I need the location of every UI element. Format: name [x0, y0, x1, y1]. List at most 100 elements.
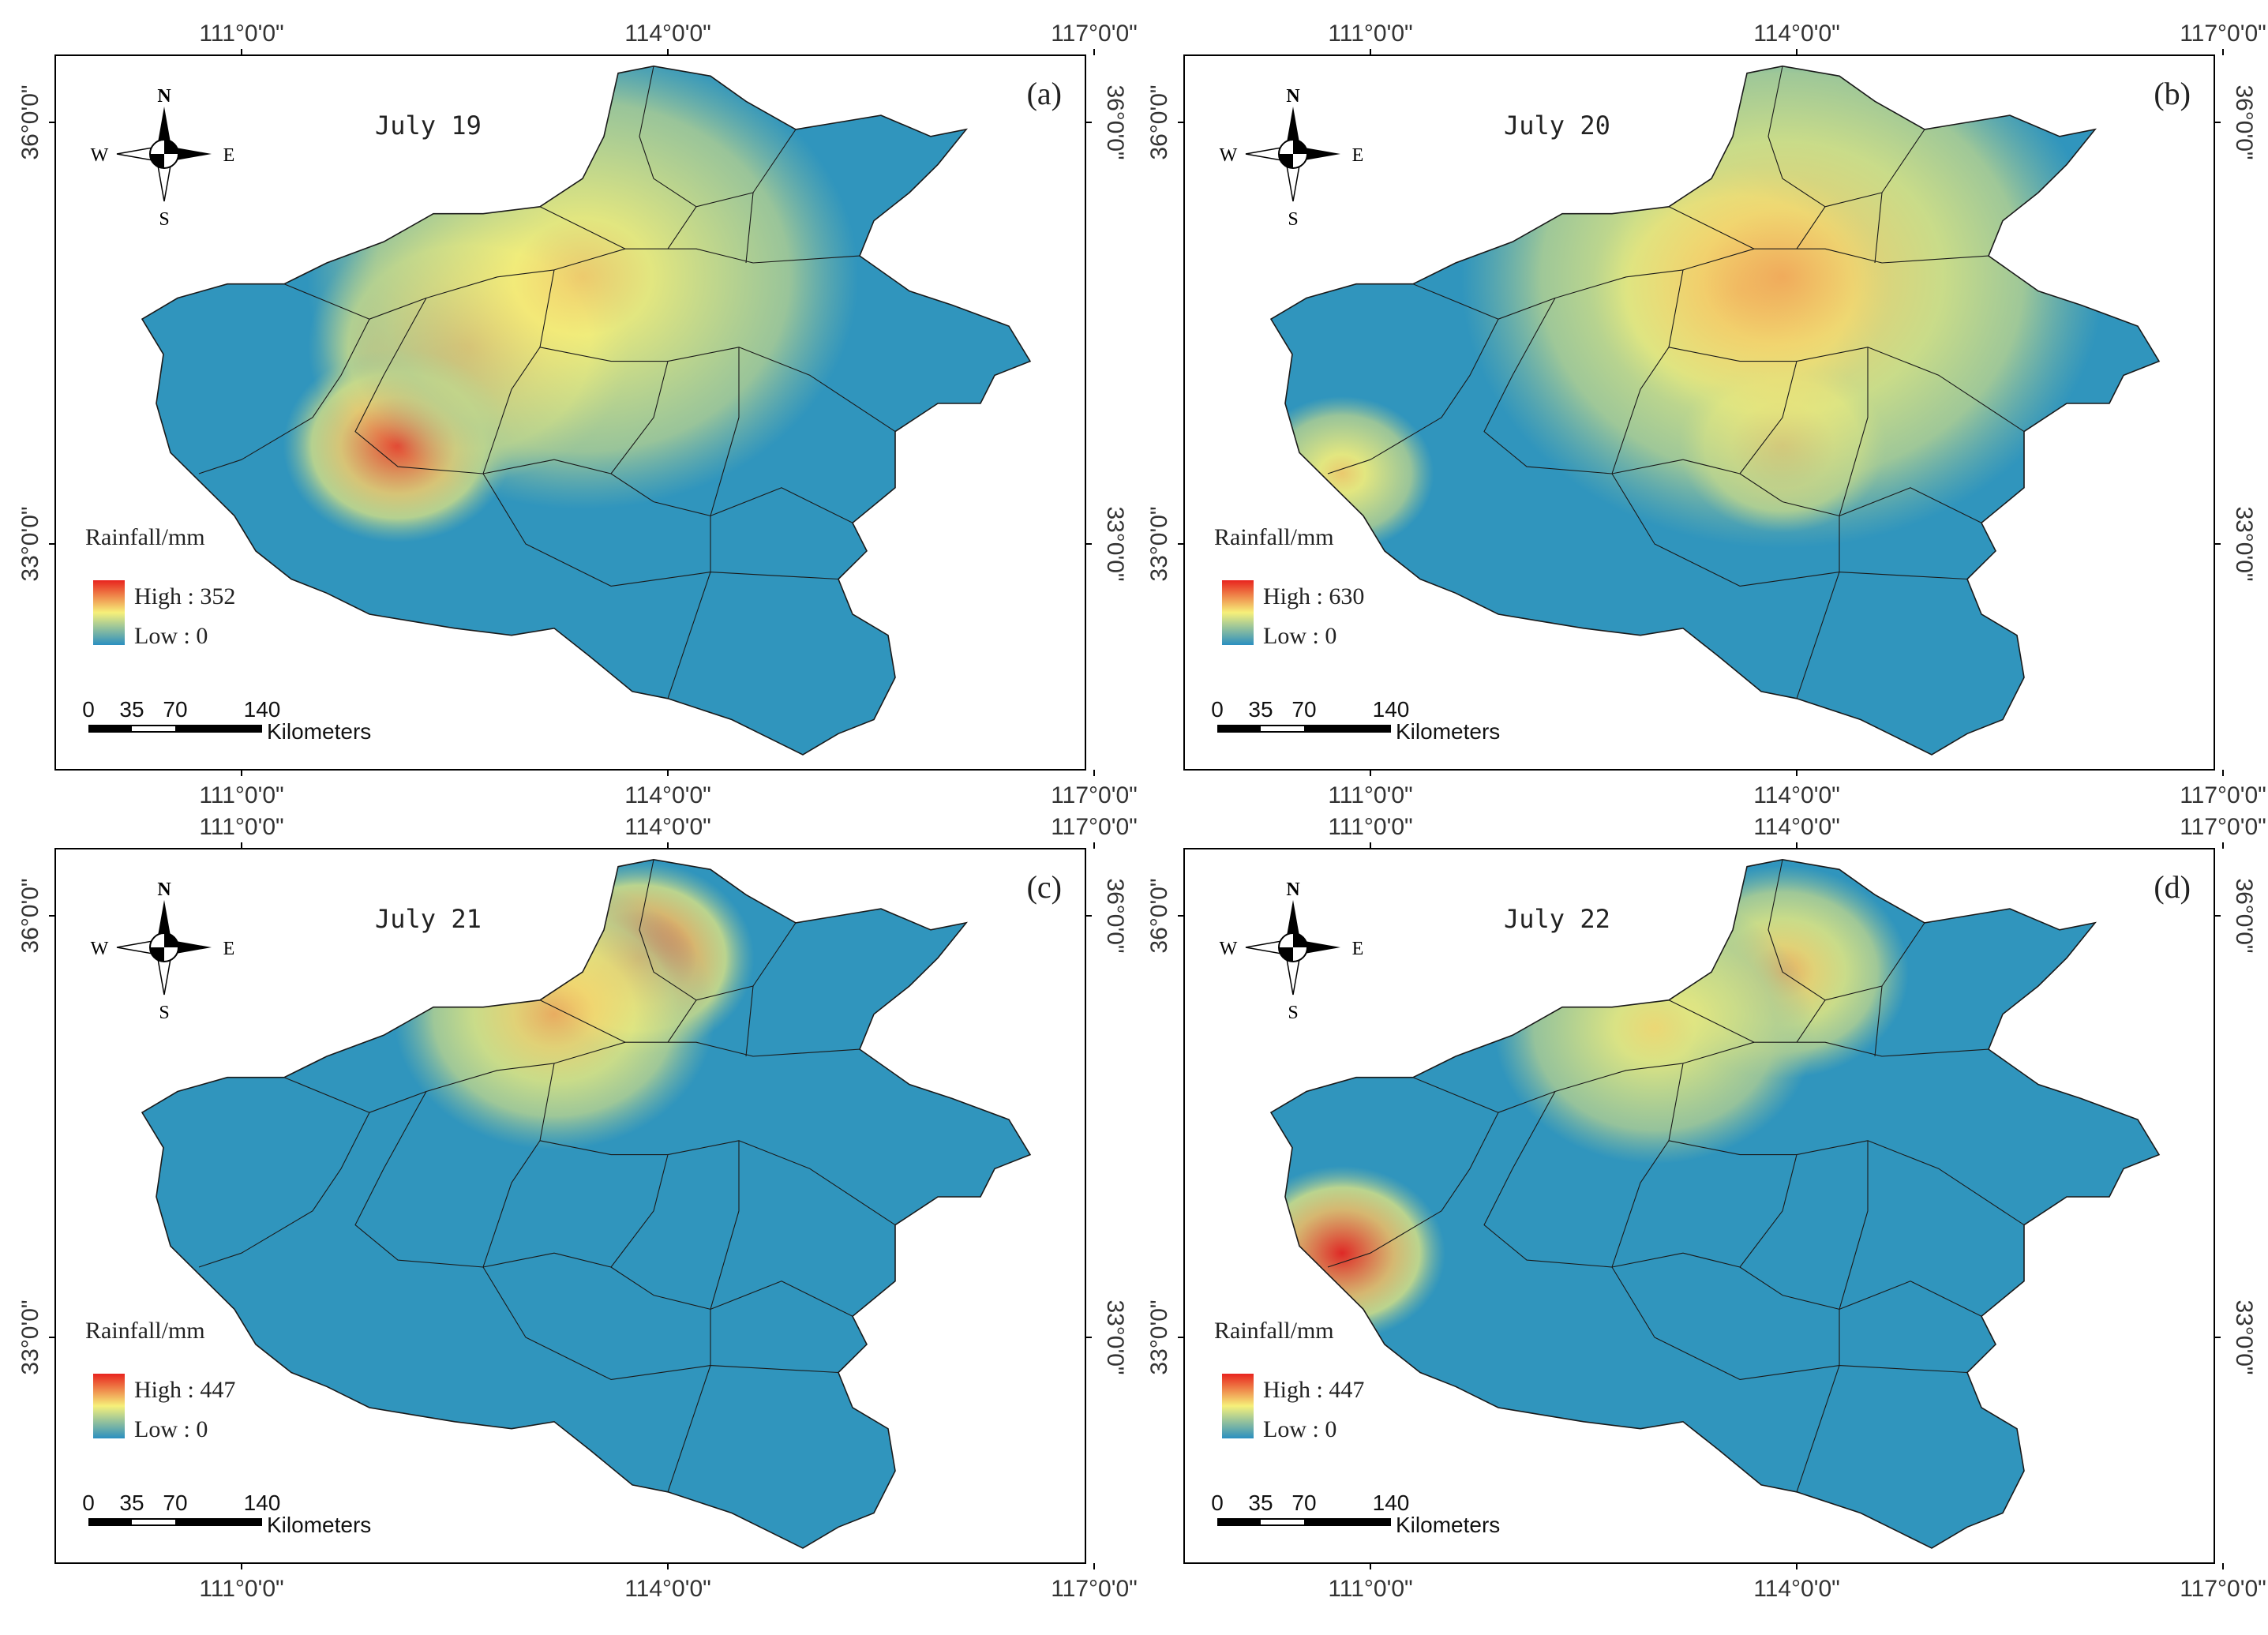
city-boundary [710, 1140, 740, 1310]
city-boundary [1611, 1063, 1684, 1268]
panel-tag: (a) [1027, 76, 1062, 111]
lon-label-top: 117°0'0" [2180, 21, 2266, 47]
compass-s-label: S [1288, 209, 1298, 230]
lon-label-top: 111°0'0" [1328, 814, 1412, 840]
city-boundary [553, 361, 669, 474]
compass-w-label: W [1220, 145, 1238, 166]
compass-n-label: N [1286, 879, 1300, 900]
compass-e-label: E [1352, 145, 1364, 166]
lat-label-right: 33°0'0" [2231, 1299, 2257, 1374]
lon-label-bottom: 114°0'0" [1753, 782, 1840, 808]
legend-title: Rainfall/mm [1214, 524, 1334, 550]
lon-label-bottom: 114°0'0" [1753, 1576, 1840, 1602]
lon-label-top: 111°0'0" [1328, 21, 1412, 47]
lat-label-left: 33°0'0" [1146, 506, 1172, 581]
scale-tick-label: 35 [1248, 1491, 1273, 1515]
lat-label-left: 33°0'0" [17, 506, 43, 581]
city-boundary [1796, 206, 1826, 249]
scale-unit-label: Kilometers [1396, 719, 1500, 744]
city-boundary [354, 1091, 555, 1268]
province-boundary [1269, 65, 2161, 756]
compass-e-label: E [1352, 939, 1364, 959]
scale-tick-label: 0 [1211, 1491, 1224, 1515]
lon-label-bottom: 117°0'0" [2180, 1576, 2266, 1602]
compass-w-label: W [1220, 939, 1238, 959]
lon-label-bottom: 111°0'0" [199, 1576, 283, 1602]
map-panel-d: 111°0'0" 111°0'0" 114°0'0" 114°0'0" 117°0'0"… [1146, 814, 2266, 1602]
compass-n-label: N [157, 86, 171, 107]
city-boundary [1611, 473, 1968, 587]
city-boundary [1483, 1091, 1684, 1268]
map-panel-a: 111°0'0" 111°0'0" 114°0'0" 114°0'0" 117°0'0"… [17, 21, 1138, 808]
lat-label-right: 36°0'0" [2231, 878, 2257, 953]
city-boundary [553, 1154, 669, 1268]
province-boundary [141, 858, 1032, 1549]
city-boundary [667, 516, 711, 699]
scale-tick-label: 0 [1211, 697, 1224, 722]
scale-tick-label: 70 [163, 697, 187, 722]
lon-label-top: 114°0'0" [1753, 814, 1840, 840]
panel-tag: (d) [2154, 869, 2191, 905]
city-boundary [1839, 347, 1869, 516]
compass-s-label: S [159, 1003, 169, 1023]
lon-label-bottom: 111°0'0" [199, 782, 283, 808]
scale-tick-label: 35 [119, 697, 144, 722]
city-boundary [667, 1309, 711, 1492]
legend-low-label: Low : 0 [134, 623, 208, 649]
legend-low-label: Low : 0 [134, 1416, 208, 1442]
city-boundary [745, 192, 754, 264]
lon-label-bottom: 114°0'0" [624, 1576, 711, 1602]
city-boundary [198, 318, 370, 474]
rainfall-legend: Rainfall/mm High : 352 Low : 0 [85, 524, 235, 649]
lon-label-bottom: 117°0'0" [2180, 782, 2266, 808]
compass-e-label: E [223, 939, 235, 959]
scale-tick-label: 140 [1373, 697, 1410, 722]
scale-unit-label: Kilometers [1396, 1513, 1500, 1537]
lon-label-top: 111°0'0" [199, 21, 283, 47]
city-boundary [1682, 1154, 1798, 1268]
legend-low-label: Low : 0 [1263, 1416, 1336, 1442]
province-boundary [141, 65, 1032, 756]
legend-high-label: High : 447 [134, 1377, 235, 1403]
city-boundary [667, 999, 697, 1043]
compass-n-label: N [157, 879, 171, 900]
legend-low-label: Low : 0 [1263, 623, 1336, 649]
city-boundary [482, 1266, 839, 1380]
legend-color-ramp [93, 1374, 125, 1438]
lat-label-left: 33°0'0" [1146, 1299, 1172, 1374]
north-arrow: N S W E [91, 879, 235, 1023]
city-boundary [1839, 1140, 1869, 1310]
city-boundary [1327, 318, 1499, 474]
lon-label-top: 114°0'0" [624, 21, 711, 47]
lat-label-left: 33°0'0" [17, 1299, 43, 1374]
city-boundary [1668, 347, 2025, 433]
scale-unit-label: Kilometers [267, 719, 371, 744]
scale-tick-label: 0 [82, 1491, 95, 1515]
legend-high-label: High : 352 [134, 583, 235, 609]
legend-color-ramp [93, 580, 125, 645]
scale-tick-label: 70 [163, 1491, 187, 1515]
city-boundary [1768, 66, 1925, 208]
scale-tick-label: 70 [1291, 697, 1316, 722]
lon-label-bottom: 117°0'0" [1051, 782, 1138, 808]
panel-date: July 21 [375, 904, 482, 934]
scale-tick-label: 140 [1373, 1491, 1410, 1515]
legend-high-label: High : 447 [1263, 1377, 1364, 1403]
city-boundary [1611, 1266, 1968, 1380]
city-boundary [1327, 1112, 1499, 1268]
city-boundary [482, 1063, 555, 1268]
map-panel-b: 111°0'0" 111°0'0" 114°0'0" 114°0'0" 117°0'0"… [1146, 21, 2266, 808]
lon-label-bottom: 117°0'0" [1051, 1576, 1138, 1602]
lat-label-right: 33°0'0" [2231, 506, 2257, 581]
legend-title: Rainfall/mm [85, 1318, 205, 1344]
panel-tag: (b) [2154, 76, 2191, 111]
panel-date: July 19 [375, 111, 482, 141]
north-arrow: N S W E [1220, 86, 1364, 230]
compass-s-label: S [1288, 1003, 1298, 1023]
scale-unit-label: Kilometers [267, 1513, 371, 1537]
lat-label-right: 33°0'0" [1102, 506, 1128, 581]
